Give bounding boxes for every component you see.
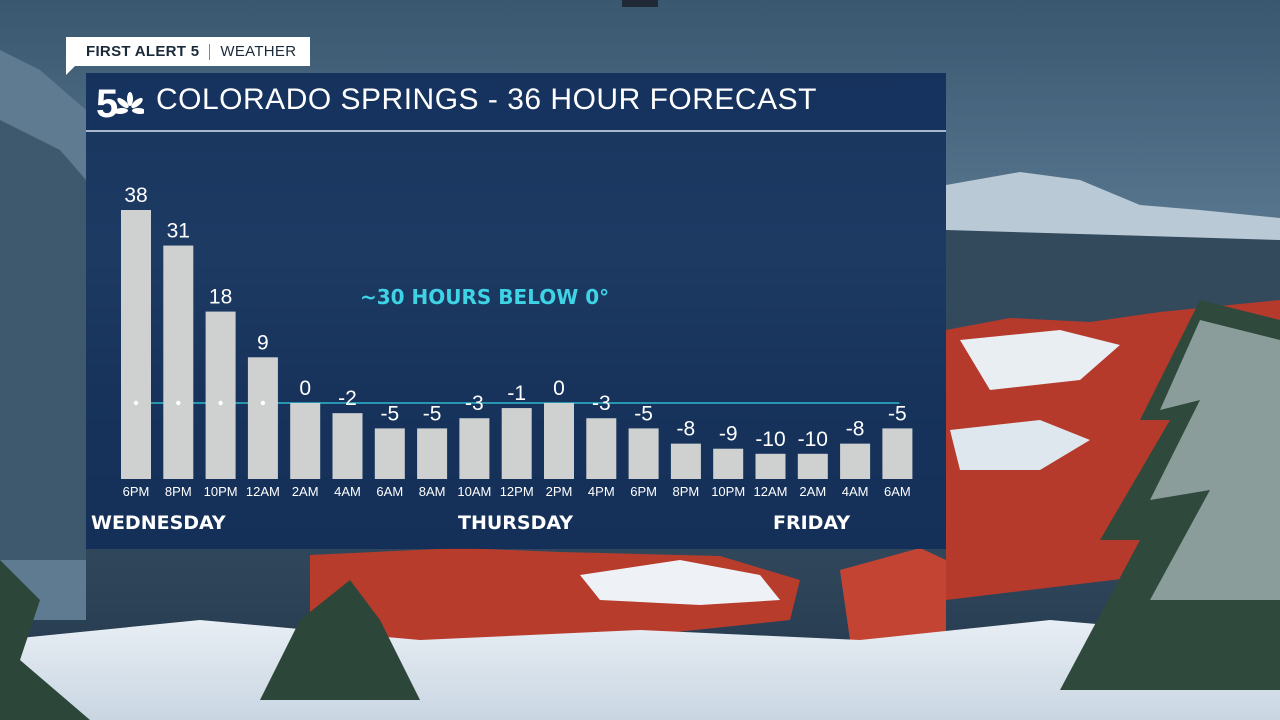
temperature-bar bbox=[459, 418, 490, 479]
temperature-value-label: 9 bbox=[257, 331, 269, 354]
temperature-value-label: -10 bbox=[798, 428, 828, 451]
temperature-bar bbox=[882, 428, 913, 479]
hour-tick-label: 2PM bbox=[546, 484, 573, 499]
svg-text:5: 5 bbox=[96, 82, 118, 123]
temperature-value-label: -8 bbox=[846, 418, 865, 441]
temperature-value-label: 0 bbox=[299, 377, 311, 400]
hour-tick-label: 12PM bbox=[500, 484, 534, 499]
below-zero-annotation: ~30 HOURS BELOW 0° bbox=[360, 285, 610, 309]
hour-tick-label: 8PM bbox=[165, 484, 192, 499]
temperature-bar bbox=[247, 357, 278, 479]
day-label-friday: FRIDAY bbox=[773, 512, 851, 534]
hour-tick-label: 8PM bbox=[673, 484, 700, 499]
zero-line-dot bbox=[176, 400, 181, 406]
temperature-bar bbox=[501, 408, 532, 479]
hour-tick-label: 2AM bbox=[799, 484, 826, 499]
hour-tick-label: 12AM bbox=[246, 484, 280, 499]
temperature-value-label: -10 bbox=[755, 428, 785, 451]
top-notch-decoration bbox=[622, 0, 658, 7]
hour-tick-label: 4PM bbox=[588, 484, 615, 499]
hour-tick-label: 10PM bbox=[711, 484, 745, 499]
hour-tick-label: 4AM bbox=[334, 484, 361, 499]
temperature-bar bbox=[544, 403, 574, 479]
day-label-thursday: THURSDAY bbox=[458, 512, 574, 534]
temperature-value-label: -3 bbox=[465, 392, 484, 415]
forecast-panel: 5 COLORADO SPRINGS - 36 HOUR FORECAST 38… bbox=[86, 73, 946, 549]
temperature-value-label: 0 bbox=[553, 377, 565, 400]
hour-tick-label: 10PM bbox=[204, 484, 238, 499]
hour-tick-label: 6PM bbox=[630, 484, 657, 499]
temperature-bar bbox=[755, 453, 786, 479]
hour-tick-label: 2AM bbox=[292, 484, 319, 499]
temperature-bar bbox=[205, 311, 236, 479]
hour-tick-label: 6AM bbox=[376, 484, 403, 499]
hour-tick-label: 10AM bbox=[457, 484, 491, 499]
temperature-value-label: -5 bbox=[380, 402, 399, 425]
title-bar: 5 COLORADO SPRINGS - 36 HOUR FORECAST bbox=[86, 73, 946, 132]
zero-line-dot bbox=[218, 400, 223, 406]
temperature-bar bbox=[417, 428, 448, 479]
temperature-value-label: -5 bbox=[423, 402, 442, 425]
hour-tick-label: 6PM bbox=[123, 484, 150, 499]
temperature-bar bbox=[628, 428, 659, 479]
temperature-value-label: -5 bbox=[634, 402, 653, 425]
temperature-bar bbox=[374, 428, 405, 479]
temperature-value-label: -9 bbox=[719, 423, 738, 446]
temperature-value-label: -1 bbox=[507, 382, 526, 405]
tick-label-group: 6PM 8PM 10PM 12AM 2AM 4AM 6AM 8AM 10AM 12PM 2PM 4PM… bbox=[123, 484, 911, 499]
nbc-5-logo-icon: 5 bbox=[96, 82, 144, 123]
temperature-bar bbox=[332, 413, 363, 479]
temperature-bar bbox=[840, 443, 871, 479]
section-label: WEATHER bbox=[220, 43, 297, 60]
temperature-bar bbox=[670, 443, 701, 479]
hour-tick-label: 4AM bbox=[842, 484, 869, 499]
brand-label: FIRST ALERT 5 bbox=[86, 43, 200, 60]
temperature-value-label: -8 bbox=[677, 418, 696, 441]
hour-tick-label: 8AM bbox=[419, 484, 446, 499]
temperature-bar bbox=[290, 403, 321, 479]
brand-tag: FIRST ALERT 5 WEATHER bbox=[66, 37, 311, 75]
temperature-bar bbox=[121, 210, 151, 479]
temperature-bar bbox=[163, 245, 194, 479]
temperature-bar bbox=[713, 448, 744, 479]
hour-tick-label: 6AM bbox=[884, 484, 911, 499]
zero-line-dots bbox=[133, 400, 266, 406]
bar-group bbox=[121, 210, 913, 479]
temperature-value-label: -5 bbox=[888, 402, 907, 425]
hour-tick-label: 12AM bbox=[754, 484, 788, 499]
zero-line-dot bbox=[133, 400, 139, 406]
zero-line-dot bbox=[260, 400, 266, 406]
chart-title: COLORADO SPRINGS - 36 HOUR FORECAST bbox=[156, 83, 817, 116]
temperature-value-label: 31 bbox=[167, 220, 190, 243]
brand-separator bbox=[209, 43, 211, 60]
temperature-bar bbox=[797, 453, 828, 479]
temperature-value-label: 18 bbox=[209, 286, 232, 309]
temperature-value-label: 38 bbox=[124, 184, 147, 207]
temperature-value-label: -3 bbox=[592, 392, 611, 415]
day-label-wednesday: WEDNESDAY bbox=[91, 512, 226, 534]
temperature-bar bbox=[586, 418, 617, 479]
temperature-value-label: -2 bbox=[338, 387, 357, 410]
